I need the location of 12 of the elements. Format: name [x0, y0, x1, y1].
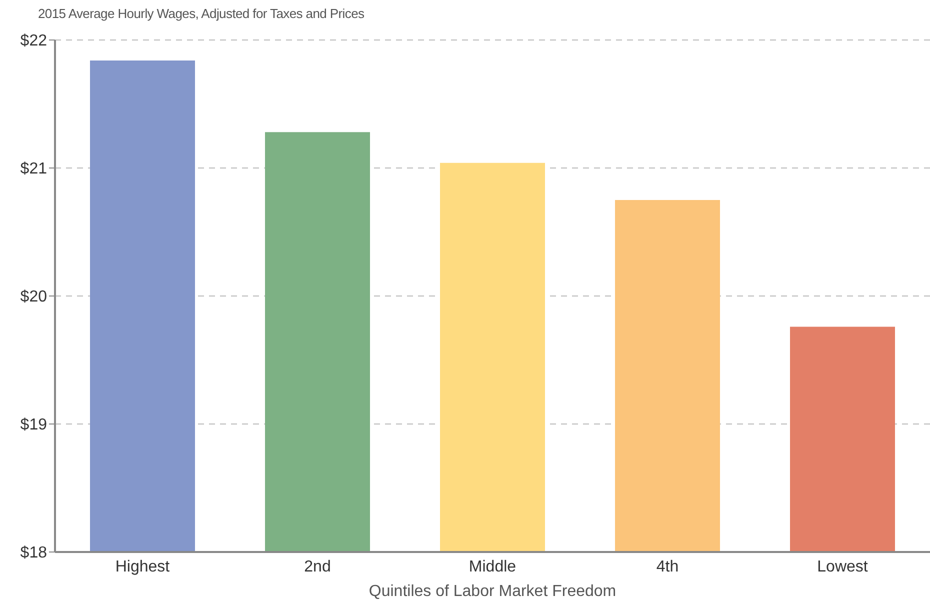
x-tick-label: 4th: [656, 558, 679, 576]
y-tick-label: $22: [20, 32, 48, 50]
y-tick-label: $20: [20, 288, 48, 306]
y-tick-label: $18: [20, 544, 48, 562]
x-tick-label: Highest: [115, 558, 170, 576]
y-tick-label: $19: [20, 416, 48, 434]
x-axis-title: Quintiles of Labor Market Freedom: [368, 583, 616, 600]
y-tick-label: $21: [20, 160, 48, 178]
chart-title: 2015 Average Hourly Wages, Adjusted for Taxes and Prices: [38, 6, 364, 21]
x-tick-label: Lowest: [817, 558, 868, 576]
x-tick-label: 2nd: [304, 558, 331, 576]
x-tick-label: Middle: [468, 558, 516, 576]
